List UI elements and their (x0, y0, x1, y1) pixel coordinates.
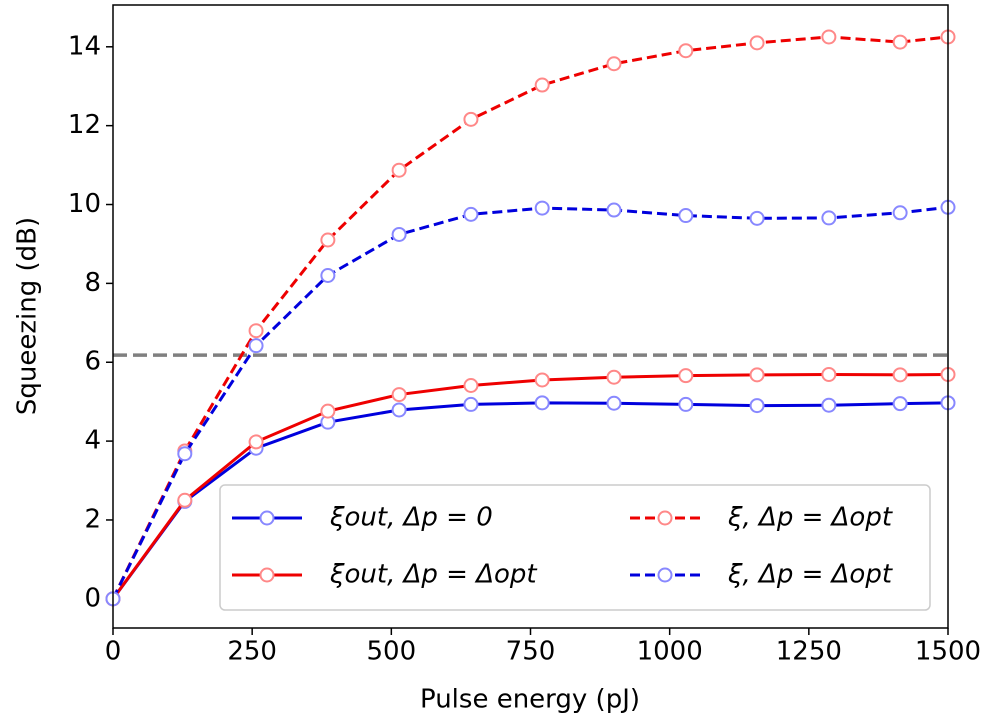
legend-box (219, 484, 931, 611)
data-point (892, 205, 908, 221)
data-point (821, 29, 837, 45)
data-point (821, 397, 837, 413)
data-point (678, 368, 694, 384)
data-point (678, 208, 694, 224)
x-tick-label: 500 (367, 637, 417, 667)
y-tick-label: 12 (68, 110, 101, 140)
y-tick-label: 6 (84, 347, 101, 377)
x-tick-label: 250 (227, 637, 277, 667)
data-point (177, 492, 193, 508)
data-point (606, 202, 622, 218)
data-point (177, 446, 193, 462)
plot-frame (112, 4, 949, 629)
data-point (463, 206, 479, 222)
x-tick-label: 750 (506, 637, 556, 667)
x-tick-label: 1500 (915, 637, 981, 667)
data-point (678, 43, 694, 59)
data-point (320, 267, 336, 283)
data-point (892, 34, 908, 50)
y-tick-label: 14 (68, 31, 101, 61)
x-tick-label: 1000 (637, 637, 703, 667)
data-point (678, 396, 694, 412)
data-point (534, 77, 550, 93)
data-point (821, 210, 837, 226)
data-point (391, 402, 407, 418)
legend-label: ξ, Δp = Δopt (727, 560, 893, 590)
legend-marker (259, 567, 275, 583)
data-point (749, 367, 765, 383)
data-point (606, 395, 622, 411)
y-axis-label: Squeezing (dB) (13, 217, 43, 415)
x-tick-label: 1250 (776, 637, 842, 667)
data-point (534, 372, 550, 388)
legend-marker (657, 510, 673, 526)
y-tick-label: 4 (84, 426, 101, 456)
data-point (248, 338, 264, 354)
data-point (463, 111, 479, 127)
data-point (248, 434, 264, 450)
data-point (248, 323, 264, 339)
data-point (749, 35, 765, 51)
data-point (391, 387, 407, 403)
data-point (463, 378, 479, 394)
legend-label: ξout, Δp = Δopt (329, 560, 537, 590)
data-point (391, 226, 407, 242)
data-point (606, 369, 622, 385)
data-point (821, 366, 837, 382)
data-point (391, 162, 407, 178)
legend-marker (259, 510, 275, 526)
y-tick-label: 2 (84, 504, 101, 534)
data-point (463, 396, 479, 412)
data-point (534, 200, 550, 216)
data-point (892, 367, 908, 383)
data-point (749, 398, 765, 414)
x-tick-label: 0 (105, 637, 122, 667)
legend-label: ξ, Δp = Δopt (727, 503, 893, 533)
data-point (606, 56, 622, 72)
data-point (534, 395, 550, 411)
y-tick-label: 8 (84, 268, 101, 298)
data-point (892, 396, 908, 412)
x-axis-label: Pulse energy (pJ) (420, 685, 640, 715)
data-point (320, 403, 336, 419)
y-tick-label: 0 (84, 583, 101, 613)
y-tick-label: 10 (68, 189, 101, 219)
legend-label: ξout, Δp = 0 (329, 503, 493, 533)
legend-marker (657, 567, 673, 583)
data-point (749, 210, 765, 226)
data-point (320, 232, 336, 248)
